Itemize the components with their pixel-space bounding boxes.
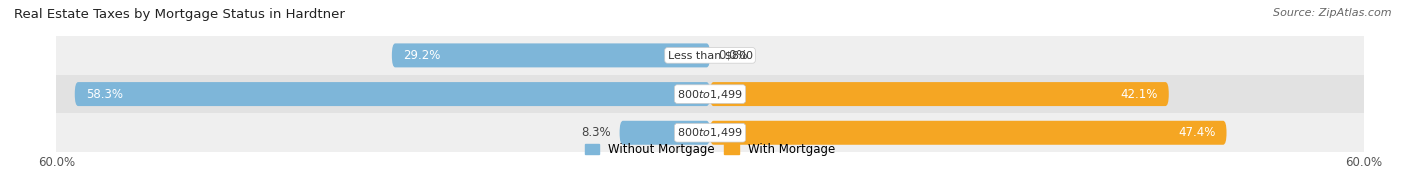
Text: 0.0%: 0.0% bbox=[718, 49, 748, 62]
Text: 47.4%: 47.4% bbox=[1178, 126, 1216, 139]
Text: Real Estate Taxes by Mortgage Status in Hardtner: Real Estate Taxes by Mortgage Status in … bbox=[14, 8, 344, 21]
FancyBboxPatch shape bbox=[620, 121, 710, 145]
FancyBboxPatch shape bbox=[392, 43, 710, 67]
FancyBboxPatch shape bbox=[75, 82, 710, 106]
Legend: Without Mortgage, With Mortgage: Without Mortgage, With Mortgage bbox=[585, 143, 835, 156]
Bar bbox=[56, 113, 1364, 152]
Text: $800 to $1,499: $800 to $1,499 bbox=[678, 126, 742, 139]
FancyBboxPatch shape bbox=[710, 82, 1168, 106]
Bar bbox=[56, 36, 1364, 75]
Bar bbox=[56, 75, 1364, 113]
Text: $800 to $1,499: $800 to $1,499 bbox=[678, 88, 742, 101]
Text: 29.2%: 29.2% bbox=[402, 49, 440, 62]
Text: 58.3%: 58.3% bbox=[86, 88, 122, 101]
Text: Source: ZipAtlas.com: Source: ZipAtlas.com bbox=[1274, 8, 1392, 18]
Text: Less than $800: Less than $800 bbox=[668, 50, 752, 60]
FancyBboxPatch shape bbox=[710, 121, 1226, 145]
Text: 8.3%: 8.3% bbox=[581, 126, 610, 139]
Text: 42.1%: 42.1% bbox=[1121, 88, 1159, 101]
